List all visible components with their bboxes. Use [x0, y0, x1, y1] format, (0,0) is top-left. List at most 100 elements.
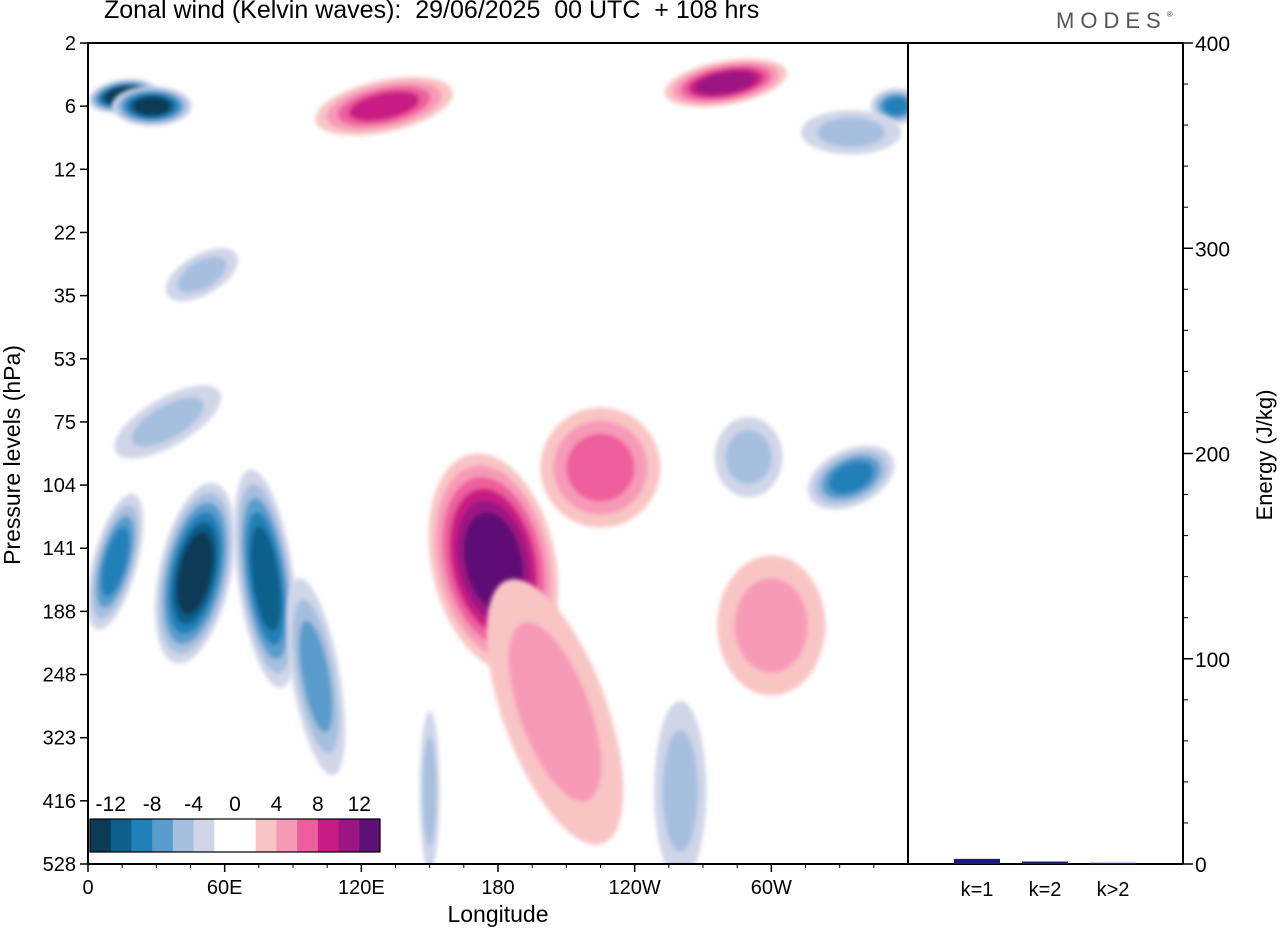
colorbar-swatch: [131, 819, 153, 852]
colorbar-swatch: [235, 819, 257, 852]
contour-level: [566, 433, 635, 502]
y-tick-label: 141: [43, 538, 76, 560]
wind-anomaly-blob: [717, 555, 826, 696]
energy-bar: [1090, 862, 1136, 865]
bar-y-tick-label: 200: [1195, 444, 1230, 467]
y-tick-label: 248: [43, 665, 76, 687]
colorbar-swatch: [90, 819, 112, 852]
wind-anomaly-blob: [870, 88, 908, 125]
y-tick-label: 22: [54, 222, 76, 244]
wind-anomaly-blob: [315, 76, 453, 136]
wind-anomaly-blob: [154, 482, 236, 664]
contour-level: [348, 91, 420, 122]
colorbar-swatch: [317, 819, 340, 852]
colorbar-frame: [89, 818, 381, 853]
wind-anomaly-blob: [540, 407, 661, 528]
contour-level: [133, 96, 171, 116]
contour-level: [828, 461, 874, 494]
y-tick-label: 188: [43, 601, 76, 623]
contour-level: [131, 397, 204, 447]
contour-level: [176, 531, 214, 615]
colorbar-swatch: [359, 819, 381, 852]
plot-frame: [87, 42, 909, 865]
colorbar-tick-label: 12: [348, 793, 371, 816]
wind-anomaly-blob: [419, 711, 440, 864]
bar-y-tick-label: 300: [1195, 238, 1230, 261]
colorbar-swatch: [276, 819, 298, 852]
colorbar-swatch: [297, 819, 319, 852]
contour-level: [299, 620, 333, 733]
x-tick-label: 180: [481, 877, 514, 899]
wind-anomaly-blob: [486, 579, 624, 845]
wind-field: [88, 58, 908, 864]
colorbar-tick-label: 4: [271, 793, 283, 816]
y-tick-label: 6: [65, 96, 76, 118]
bar-category-label: k=1: [961, 879, 994, 901]
wind-anomaly-blob: [654, 701, 707, 864]
y-tick-label: 35: [54, 286, 76, 308]
contour-level: [883, 96, 908, 116]
colorbar-tick-label: -4: [184, 793, 203, 816]
x-tick-label: 120E: [338, 877, 385, 899]
contour-level: [250, 526, 281, 632]
colorbar-tick-label: -12: [96, 793, 126, 816]
bar-y-tick-label: 100: [1195, 649, 1230, 672]
bar-y-axis-label: Energy (J/kg): [1252, 390, 1277, 521]
contour-level: [734, 578, 808, 673]
contour-level: [100, 527, 130, 597]
y-tick-label: 416: [43, 791, 76, 813]
brand-logo: MODES®: [1056, 8, 1173, 34]
colorbar-tick-label: 8: [312, 793, 324, 816]
colorbar-tick-label: 0: [229, 793, 241, 816]
hovmoller-axes: 0 60E 120E 180 120W 60W 2 6 12 22 35 53 75 104 141 188 2…: [0, 33, 909, 927]
y-tick-label: 528: [43, 854, 76, 876]
colorbar: -12 -8 -4 0 4 8 12: [89, 793, 381, 853]
y-tick-label: 2: [65, 33, 76, 55]
colorbar-swatch: [152, 819, 174, 852]
colorbar-swatch: [214, 819, 236, 852]
x-axis-label: Longitude: [447, 901, 548, 927]
x-tick-label: 120W: [609, 877, 661, 899]
wind-anomaly-blob: [233, 469, 298, 688]
contour-level: [422, 737, 437, 846]
y-tick-label: 323: [43, 728, 76, 750]
bar-category-label: k>2: [1097, 879, 1130, 901]
contour-level: [662, 730, 698, 852]
bar-y-tick-label: 400: [1195, 33, 1230, 56]
wind-anomaly-blob: [807, 445, 895, 510]
y-tick-label: 12: [54, 159, 76, 181]
wind-anomaly-blob: [664, 58, 787, 108]
x-tick-label: 60W: [751, 877, 792, 899]
x-tick-label: 60E: [207, 877, 243, 899]
y-axis-label: Pressure levels (hPa): [0, 345, 25, 565]
y-tick-label: 53: [54, 349, 76, 371]
wind-anomaly-blob: [88, 493, 144, 630]
bar-y-tick-label: 0: [1195, 854, 1207, 877]
brand-mark: ®: [1166, 10, 1173, 19]
contour-level: [177, 256, 227, 293]
contour-level: [508, 622, 602, 802]
wind-anomaly-blob: [165, 248, 238, 302]
colorbar-swatch: [172, 819, 195, 852]
colorbar-swatch: [255, 819, 277, 852]
colorbar-swatch: [110, 819, 132, 852]
wind-anomaly-blob: [714, 417, 783, 498]
wind-anomaly-blob: [111, 86, 192, 127]
bar-category-label: k=2: [1029, 879, 1062, 901]
x-tick-label: 0: [82, 877, 93, 899]
colorbar-tick-label: -8: [143, 793, 162, 816]
colorbar-swatch: [193, 819, 215, 852]
y-tick-label: 75: [54, 412, 76, 434]
colorbar-swatch: [338, 819, 360, 852]
wind-anomaly-blob: [286, 577, 346, 776]
chart-title: Zonal wind (Kelvin waves): 29/06/2025 00…: [104, 0, 760, 24]
energy-bar: [954, 858, 1000, 864]
wind-anomaly-blob: [801, 110, 902, 155]
energy-bar-chart: 0 100 200 300 400 Energy (J/kg) k=1 k=2 k>2: [908, 33, 1277, 901]
brand-name: MODES: [1056, 8, 1167, 33]
energy-bar: [1022, 861, 1068, 864]
contour-level: [817, 117, 885, 148]
contour-level: [696, 71, 756, 95]
wind-anomaly-blob: [114, 385, 222, 459]
